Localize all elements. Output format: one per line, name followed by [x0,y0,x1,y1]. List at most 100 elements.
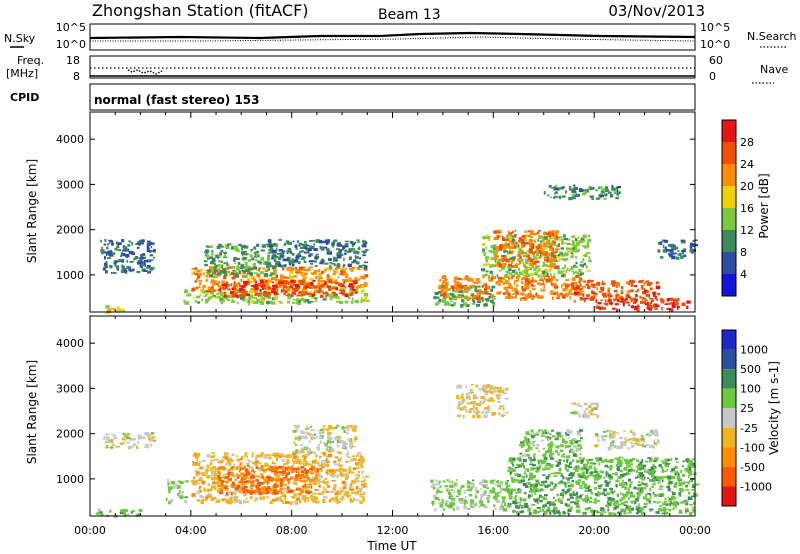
power-cell [546,265,549,268]
power-cell [334,271,338,273]
power-cell [560,247,564,250]
power-cell [433,296,438,299]
power-cell [349,292,353,296]
velocity-cell [493,504,496,508]
velocity-cell [312,492,317,495]
velocity-cell [673,497,677,499]
power-cell [572,244,577,248]
velocity-cell [613,490,616,493]
power-cell [282,285,288,289]
power-cell [127,254,130,258]
velocity-cell [463,506,467,510]
velocity-cell [329,469,334,473]
power-cell [335,281,339,285]
power-cell [284,242,287,246]
velocity-cell [643,502,648,506]
power-cell [552,251,557,254]
power-cell [526,273,531,278]
velocity-cell [493,491,496,494]
velocity-cell [458,498,464,502]
power-cell [615,293,620,298]
power-cell [265,274,268,277]
power-cell [226,299,231,302]
power-cell [364,267,368,271]
velocity-cell [284,498,287,501]
power-cell [230,282,233,287]
velocity-cell [259,473,264,476]
power-cell [303,260,307,263]
velocity-cell [177,480,182,483]
velocity-cell [232,474,236,477]
power-cell [196,295,201,299]
power-cell [513,256,516,260]
power-cell [573,264,577,267]
velocity-cell [176,493,179,496]
power-cell [571,235,576,238]
power-cell [227,294,230,297]
velocity-cell [230,459,234,463]
power-cell [288,293,293,295]
power-cell [586,242,590,246]
velocity-cell [299,461,302,464]
velocity-cell [539,509,542,512]
power-cell [320,284,323,287]
power-cell [304,299,310,302]
power-cell [263,260,266,265]
velocity-cell [506,505,512,508]
power-cell [611,280,616,282]
velocity-cell [303,486,307,489]
velocity-cell [271,466,274,470]
y-tick-label: 4000 [56,133,84,146]
power-cell [497,276,502,280]
velocity-cell [567,481,571,484]
power-cell [225,266,228,270]
velocity-cell [302,495,307,499]
power-cell [145,266,150,269]
power-cell [278,257,282,261]
power-cell [238,294,242,298]
power-cell [139,261,144,264]
power-cell [514,287,517,290]
power-cell [300,246,305,249]
power-cell [222,280,225,284]
velocity-cell [310,495,314,498]
power-cell [630,299,633,303]
power-cell [549,248,553,251]
velocity-cell [288,501,291,504]
velocity-cell [687,481,690,485]
power-cell [689,248,693,253]
nsky-trace [89,31,696,40]
velocity-cell [615,483,618,488]
power-cell [477,291,480,295]
power-cell [661,306,663,311]
velocity-cell [293,494,297,498]
velocity-cell [575,502,579,505]
velocity-cell [309,451,313,454]
power-cell [502,260,505,263]
power-cell [587,239,590,242]
power-cell [333,269,336,273]
velocity-cell [598,477,600,481]
velocity-cell [304,454,308,456]
power-cell [643,301,646,304]
power-cell [459,285,464,290]
velocity-cell [213,497,217,500]
velocity-cell [453,507,455,512]
power-cell [521,292,524,296]
power-cell [149,259,154,261]
power-cell [354,299,358,303]
power-cell [566,243,571,245]
power-cell [216,293,219,296]
power-cell [254,287,259,291]
power-cell [300,297,305,302]
power-cell [529,266,533,271]
power-cell [493,237,498,241]
power-cell [220,245,224,248]
velocity-cell [533,458,536,462]
velocity-cell [334,501,338,503]
velocity-cell [464,496,467,499]
power-cell [208,266,214,270]
power-cell [496,235,500,238]
velocity-cell [474,502,477,504]
power-cell [561,267,565,270]
